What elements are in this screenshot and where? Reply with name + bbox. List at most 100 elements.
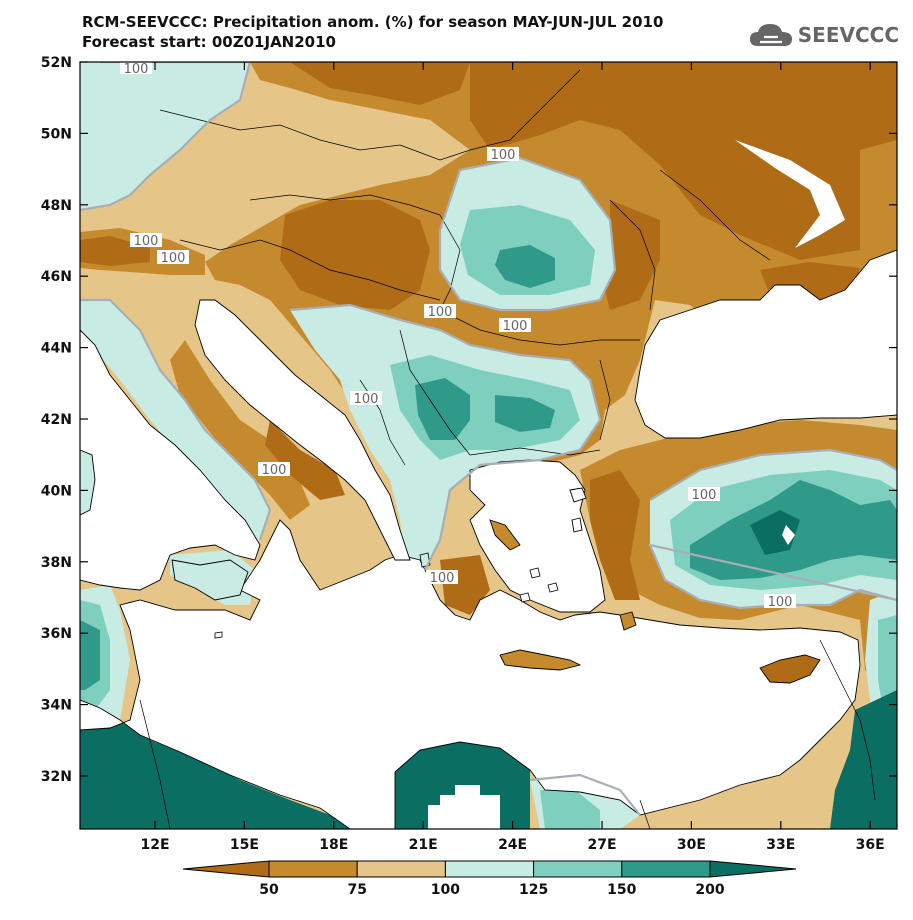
- svg-text:100: 100: [491, 148, 516, 163]
- lat-tick-label: 42N: [41, 412, 72, 428]
- border-11: [399, 329, 471, 456]
- border-14: [599, 359, 611, 441]
- svg-text:100: 100: [262, 463, 287, 478]
- legend-swatch: [621, 860, 711, 878]
- contour-label: 100: [157, 250, 189, 266]
- zone-100-125-italy-west: [80, 300, 270, 550]
- white-patch-anatolia: [782, 525, 795, 545]
- svg-text:100: 100: [428, 305, 453, 320]
- contour-anatolia: [648, 448, 897, 610]
- logo-text: SEEVCCC: [797, 23, 899, 47]
- map-field: [80, 62, 897, 829]
- island-chios: [571, 517, 583, 533]
- lat-tick-label: 46N: [41, 269, 72, 285]
- svg-text:100: 100: [692, 488, 717, 503]
- legend-colorbar: 50 75 100 125 150 200: [182, 860, 797, 898]
- lat-tick-label: 36N: [41, 626, 72, 642]
- zone-lt50-north: [290, 62, 470, 105]
- border-10: [659, 169, 771, 261]
- island-sicily: [171, 559, 249, 601]
- legend-tick-label: 125: [519, 882, 548, 898]
- adriatic-sea: [194, 299, 411, 561]
- cloud-icon: [749, 24, 792, 46]
- border-13: [469, 447, 601, 456]
- border-9: [609, 199, 656, 311]
- zone-lt50-turkey-west: [590, 470, 640, 600]
- contour-egypt: [529, 773, 641, 816]
- zone-gt200-north-africa-west: [80, 715, 350, 829]
- lat-tick-label: 34N: [41, 698, 72, 714]
- island-rhodes: [619, 611, 637, 631]
- contour-label: 100: [130, 233, 162, 249]
- lat-tick-label: 44N: [41, 341, 72, 357]
- zone-lt50-italy-south: [265, 420, 345, 500]
- lon-tick-label: 27E: [587, 837, 616, 853]
- svg-text:100: 100: [124, 62, 149, 77]
- island-cyclades-1: [529, 567, 541, 579]
- zone-gt200-levant: [830, 690, 897, 829]
- map-title: RCM-SEEVCCC: Precipitation anom. (%) for…: [82, 12, 663, 52]
- island-sardinia: [80, 449, 96, 516]
- border-3: [509, 69, 581, 141]
- svg-text:100: 100: [354, 392, 379, 407]
- title-line-2: Forecast start: 00Z01JAN2010: [82, 33, 336, 51]
- svg-text:100: 100: [768, 595, 793, 610]
- zone-150-200-balkan: [415, 378, 470, 440]
- contour-label: 100: [764, 594, 796, 610]
- contour-carpathian: [438, 156, 617, 312]
- border-5: [179, 239, 291, 251]
- contour-lines: [80, 62, 897, 816]
- legend-tick-label: 150: [607, 882, 636, 898]
- title-line-1: RCM-SEEVCCC: Precipitation anom. (%) for…: [82, 13, 664, 31]
- svg-text:100: 100: [503, 319, 528, 334]
- lon-tick-label: 30E: [677, 837, 706, 853]
- border-2: [399, 139, 511, 161]
- lon-tick-label: 36E: [856, 837, 885, 853]
- black-sea: [634, 249, 897, 439]
- white-patch-ukraine: [735, 140, 845, 248]
- island-crete: [499, 649, 582, 671]
- svg-text:100: 100: [430, 571, 455, 586]
- lat-tick-label: 32N: [41, 769, 72, 785]
- lon-tick-label: 15E: [230, 837, 259, 853]
- legend-swatch-lt50: [182, 860, 270, 878]
- island-malta: [214, 631, 223, 639]
- country-borders: [139, 69, 876, 829]
- latitude-axis: 52N 50N 48N 46N 44N 42N 40N 38N 36N 34N 32N: [41, 55, 897, 785]
- lon-tick-label: 18E: [319, 837, 348, 853]
- island-euboea: [489, 519, 521, 551]
- svg-text:100: 100: [161, 251, 186, 266]
- border-1: [159, 109, 401, 151]
- legend-tick-label: 50: [259, 882, 279, 898]
- lon-tick-label: 33E: [766, 837, 795, 853]
- svg-text:100: 100: [134, 234, 159, 249]
- zone-lt50-northeast: [470, 62, 897, 260]
- contour-label: 100: [499, 318, 531, 334]
- legend-swatch: [268, 860, 358, 878]
- zone-150-200-balkan-east: [495, 395, 555, 432]
- longitude-axis: 12E 15E 18E 21E 24E 27E 30E 33E 36E: [140, 62, 885, 853]
- zone-lt50-pannonian: [280, 200, 430, 310]
- lat-tick-label: 52N: [41, 55, 72, 71]
- legend-tick-label: 75: [347, 882, 366, 898]
- legend-swatch: [356, 860, 446, 878]
- lat-tick-label: 38N: [41, 555, 72, 571]
- contour-label: 100: [350, 391, 382, 407]
- legend-tick-label: 200: [695, 882, 724, 898]
- contour-north: [80, 62, 252, 212]
- legend-swatch: [533, 860, 623, 878]
- seevccc-logo: SEEVCCC: [748, 22, 899, 48]
- contour-balkan: [289, 303, 602, 571]
- zone-150-200-africa: [80, 620, 100, 690]
- zone-125-150-egypt: [540, 790, 600, 829]
- island-cyprus: [759, 654, 821, 684]
- island-cyclades-3: [519, 592, 531, 603]
- contour-label: 100: [487, 147, 519, 163]
- zone-100-125-central-europe: [80, 62, 250, 210]
- border-6: [289, 249, 441, 301]
- border-8: [439, 309, 640, 346]
- island-lesbos: [569, 487, 587, 503]
- contour-label: 100: [424, 304, 456, 320]
